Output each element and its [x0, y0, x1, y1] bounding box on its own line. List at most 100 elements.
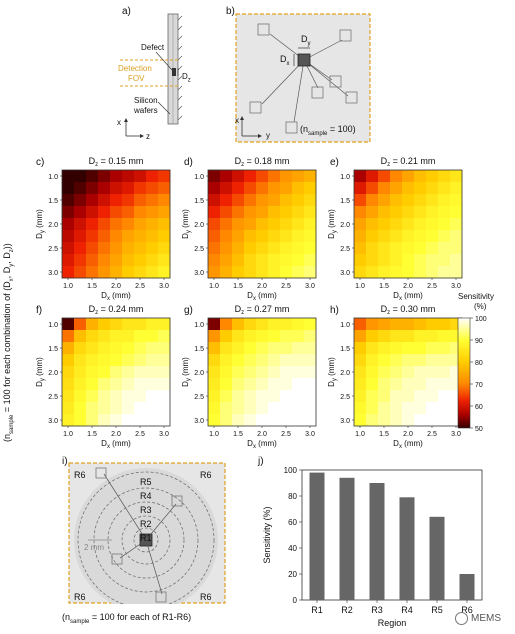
heatmap-xlabel: Dx (mm)	[101, 439, 131, 450]
heatmap-cell	[220, 414, 233, 427]
heatmap-cell	[244, 330, 257, 343]
heatmap-ylabel: Dy (mm)	[181, 357, 192, 387]
label-dy-sub: y	[307, 40, 311, 47]
heatmap-cell	[426, 318, 439, 331]
heatmap-cell	[208, 330, 221, 343]
heatmap-xtick-label: 1.0	[209, 283, 219, 290]
axis-b-y-arrowhead	[258, 134, 262, 138]
heatmap-cell	[304, 366, 317, 379]
axis-b-y: y	[266, 131, 270, 140]
colorbar: 100 90 80 70 60 50	[457, 316, 487, 433]
heatmap-cell	[256, 254, 269, 267]
heatmap-cell	[158, 330, 171, 343]
heatmap-xtick-label: 2.5	[281, 283, 291, 290]
heatmap-cell	[304, 330, 317, 343]
heatmap-cell	[450, 254, 463, 267]
heatmap-cell	[146, 390, 159, 403]
heatmap-cell	[146, 330, 159, 343]
heatmap-2: Dz = 0.21 mm 1.0 1.5 2.0 2.5 3.0 1.0 1.5 2.0 2.5 3…	[327, 156, 463, 302]
heatmap-cell	[208, 354, 221, 367]
heatmap-cell	[414, 330, 427, 343]
heatmap-cell	[378, 354, 391, 367]
heatmap-cell	[244, 354, 257, 367]
heatmap-cell	[414, 342, 427, 355]
heatmap-cell	[390, 342, 403, 355]
heatmap-cell	[426, 182, 439, 195]
heatmap-cell	[402, 194, 415, 207]
heatmap-cell	[62, 194, 75, 207]
heatmap-title: Dz = 0.18 mm	[235, 156, 290, 168]
heatmap-cell	[220, 242, 233, 255]
heatmap-cell	[244, 194, 257, 207]
heatmap-ytick-label: 1.0	[194, 174, 204, 181]
heatmap-xtick-label: 3.0	[451, 431, 461, 438]
heatmap-xtick-label: 3.0	[159, 431, 169, 438]
heatmap-cell	[98, 254, 111, 267]
colorbar-tick-label: 90	[475, 338, 483, 345]
heatmap-ytick-label: 1.5	[194, 198, 204, 205]
heatmap-cell	[292, 206, 305, 219]
heatmap-cell	[292, 170, 305, 183]
heatmap-xtick-label: 2.5	[427, 431, 437, 438]
heatmap-cell	[98, 206, 111, 219]
heatmap-cell	[292, 366, 305, 379]
heatmap-cell	[304, 206, 317, 219]
heatmap-cell	[244, 242, 257, 255]
heatmap-cell	[450, 182, 463, 195]
heatmap-cell	[292, 242, 305, 255]
heatmap-cell	[426, 218, 439, 231]
heatmap-cell	[62, 206, 75, 219]
heatmap-cell	[366, 414, 379, 427]
heatmap-cell	[146, 230, 159, 243]
panel-i-note-sub: sample	[70, 618, 90, 625]
heatmap-cell	[98, 342, 111, 355]
label-dy: Dy	[301, 34, 311, 47]
heatmap-cell	[134, 390, 147, 403]
heatmap-cell	[62, 402, 75, 415]
heatmap-cell	[232, 218, 245, 231]
heatmap-cell	[304, 218, 317, 231]
heatmap-cell	[62, 366, 75, 379]
heatmap-title: Dz = 0.24 mm	[89, 304, 144, 316]
heatmap-cell	[86, 266, 99, 279]
heatmap-cell	[232, 366, 245, 379]
heatmap-cell	[98, 182, 111, 195]
heatmap-cell	[134, 230, 147, 243]
heatmap-ytick-label: 3.0	[48, 418, 58, 425]
heatmap-cell	[244, 218, 257, 231]
heatmap-cell	[122, 242, 135, 255]
heatmap-cell	[402, 354, 415, 367]
panel-b-schematic	[235, 13, 371, 143]
bar-ytick-label: 60	[288, 518, 297, 527]
heatmap-xtick-label: 1.0	[209, 431, 219, 438]
heatmap-3: Dz = 0.24 mm 1.0 1.5 2.0 2.5 3.0 1.0 1.5 2.0 2.5 3…	[35, 304, 171, 450]
heatmap-cell	[402, 170, 415, 183]
label-dx-sub: x	[286, 60, 290, 67]
heatmap-cell	[146, 342, 159, 355]
panel-label-f: f)	[36, 305, 43, 316]
heatmap-cell	[110, 266, 123, 279]
heatmap-cell	[86, 366, 99, 379]
label-dx-main: D	[280, 54, 287, 64]
heatmap-cell	[390, 318, 403, 331]
heatmap-xtick-label: 2.0	[111, 283, 121, 290]
panel-i-regions	[68, 462, 226, 604]
heatmap-cell	[304, 414, 317, 427]
heatmap-cell	[414, 182, 427, 195]
heatmap-cell	[86, 182, 99, 195]
heatmap-xtick-label: 3.0	[305, 283, 315, 290]
colorbar-tick-label: 70	[475, 382, 483, 389]
heatmap-cell	[122, 182, 135, 195]
heatmap-cell	[74, 366, 87, 379]
heatmap-cell	[268, 242, 281, 255]
heatmap-cell	[354, 170, 367, 183]
heatmap-cell	[390, 170, 403, 183]
heatmap-cell	[86, 342, 99, 355]
heatmap-cell	[158, 266, 171, 279]
heatmap-cell	[122, 170, 135, 183]
heatmap-ylabel: Dy (mm)	[181, 209, 192, 239]
heatmap-ytick-label: 2.0	[340, 222, 350, 229]
heatmap-cell	[244, 366, 257, 379]
heatmap-ylabel: Dy (mm)	[35, 357, 46, 387]
heatmap-cell	[366, 218, 379, 231]
